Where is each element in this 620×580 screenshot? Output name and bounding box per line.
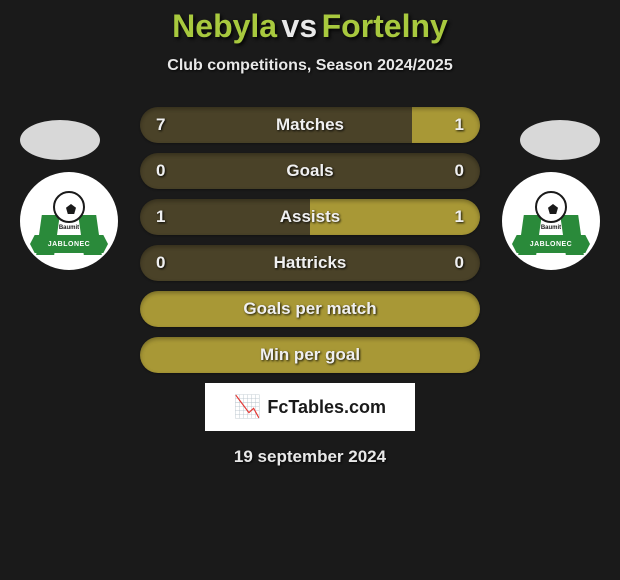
stat-label: Goals <box>140 161 480 181</box>
stat-bar-min-per-goal: Min per goal <box>140 337 480 373</box>
stats-container: 7 Matches 1 0 Goals 0 1 Assists 1 0 Hatt… <box>140 107 480 373</box>
stat-right-value: 0 <box>455 161 464 181</box>
badge-club-name: JABLONEC <box>530 241 573 248</box>
stat-left-value: 7 <box>156 115 165 135</box>
badge-subtitle: Baumit <box>517 225 585 231</box>
player2-name: Fortelny <box>322 8 448 44</box>
stat-label: Goals per match <box>140 299 480 319</box>
player1-name: Nebyla <box>172 8 277 44</box>
badge-ribbon: JABLONEC <box>512 235 590 253</box>
stat-bar-hattricks: 0 Hattricks 0 <box>140 245 480 281</box>
badge-inner: Baumit JABLONEC <box>35 187 103 255</box>
stat-bar-matches: 7 Matches 1 <box>140 107 480 143</box>
stat-bar-goals: 0 Goals 0 <box>140 153 480 189</box>
stat-label: Matches <box>140 115 480 135</box>
chart-icon: 📈 <box>234 394 261 420</box>
badge-subtitle: Baumit <box>35 225 103 231</box>
subtitle: Club competitions, Season 2024/2025 <box>0 57 620 75</box>
player2-silhouette <box>520 120 600 160</box>
badge-ribbon: JABLONEC <box>30 235 108 253</box>
stat-label: Hattricks <box>140 253 480 273</box>
stat-left-value: 0 <box>156 161 165 181</box>
ball-pentagon <box>548 204 558 214</box>
stat-right-value: 1 <box>455 115 464 135</box>
stat-label: Assists <box>140 207 480 227</box>
player1-club-badge: Baumit JABLONEC <box>20 172 118 270</box>
stat-label: Min per goal <box>140 345 480 365</box>
player2-club-badge: Baumit JABLONEC <box>502 172 600 270</box>
page-title: Nebyla vs Fortelny <box>0 0 620 45</box>
football-icon <box>53 191 85 223</box>
badge-club-name: JABLONEC <box>48 241 91 248</box>
stat-bar-goals-per-match: Goals per match <box>140 291 480 327</box>
ball-pentagon <box>66 204 76 214</box>
stat-bar-assists: 1 Assists 1 <box>140 199 480 235</box>
brand-bar[interactable]: 📈 FcTables.com <box>205 383 415 431</box>
date-label: 19 september 2024 <box>0 447 620 467</box>
stat-right-value: 0 <box>455 253 464 273</box>
stat-right-value: 1 <box>455 207 464 227</box>
vs-separator: vs <box>282 8 318 44</box>
player1-silhouette <box>20 120 100 160</box>
brand-text: FcTables.com <box>267 397 386 418</box>
stat-left-value: 0 <box>156 253 165 273</box>
stat-left-value: 1 <box>156 207 165 227</box>
football-icon <box>535 191 567 223</box>
badge-inner: Baumit JABLONEC <box>517 187 585 255</box>
